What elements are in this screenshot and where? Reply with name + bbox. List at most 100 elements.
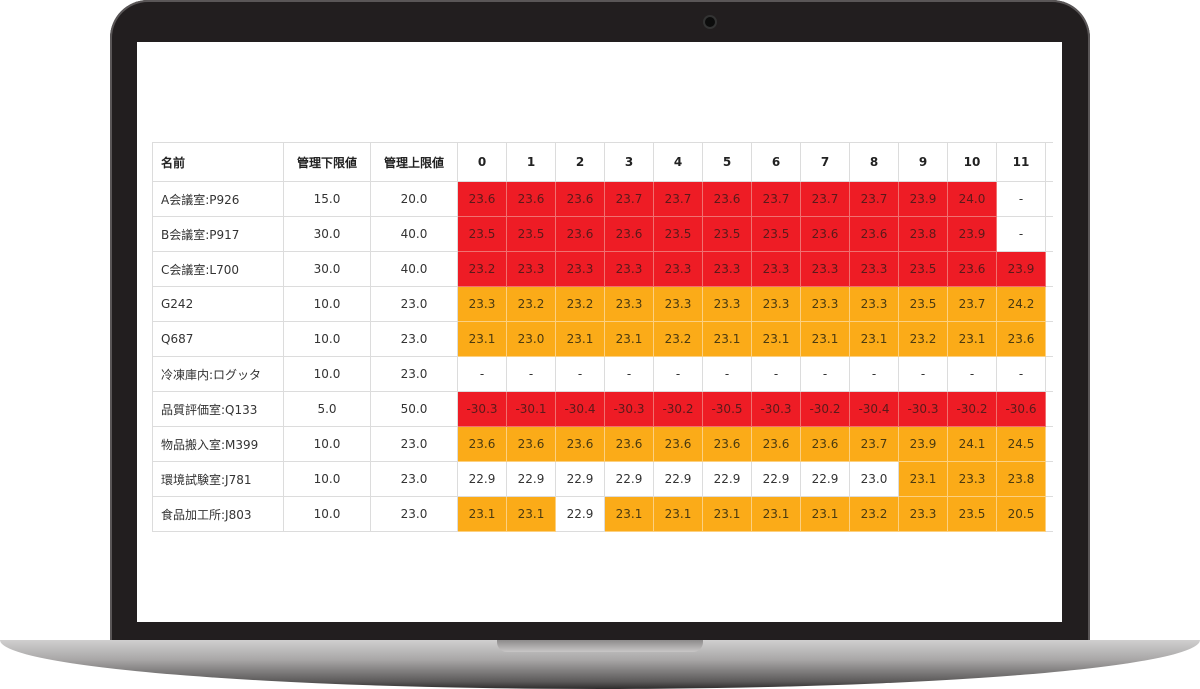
hour-cell: - <box>849 356 899 392</box>
hour-cell: - <box>996 216 1046 252</box>
hour-cell: -30.6 <box>996 391 1046 427</box>
hour-cell: 23.3 <box>751 286 801 322</box>
row-lower-limit: 10.0 <box>283 496 371 532</box>
hour-cell: 23.3 <box>702 251 752 287</box>
row-name: 品質評価室:Q133 <box>152 391 284 427</box>
hour-cell: 23.6 <box>604 216 654 252</box>
row-upper-limit: 23.0 <box>370 426 458 462</box>
hour-cell: 23.6 <box>800 426 850 462</box>
hour-cell: -30.3 <box>604 391 654 427</box>
hour-cell: 23.6 <box>604 426 654 462</box>
hour-cell: - <box>800 356 850 392</box>
hour-cell: - <box>506 356 556 392</box>
table-row: 環境試験室:J781 10.0 23.0 22.9 22.9 22.9 22.9 22.9 22… <box>152 461 1053 497</box>
table-row: C会議室:L700 30.0 40.0 23.2 23.3 23.3 23.3 23.3 23.… <box>152 251 1053 287</box>
hour-cell: - <box>898 356 948 392</box>
overflow-cell <box>1045 496 1053 532</box>
hour-cell: 23.8 <box>996 461 1046 497</box>
hour-cell: 23.1 <box>457 496 507 532</box>
hour-cell: 23.9 <box>996 251 1046 287</box>
hour-cell: 23.8 <box>898 216 948 252</box>
row-upper-limit: 40.0 <box>370 216 458 252</box>
header-hour-8: 8 <box>849 142 899 182</box>
hour-cell: 23.3 <box>800 286 850 322</box>
header-hour-7: 7 <box>800 142 850 182</box>
table-header-row: 名前 管理下限値 管理上限値 0 1 2 3 4 5 6 7 8 9 10 11 <box>152 142 1053 182</box>
hour-cell: - <box>555 356 605 392</box>
row-lower-limit: 10.0 <box>283 461 371 497</box>
hour-cell: 23.5 <box>457 216 507 252</box>
hour-cell: 23.5 <box>947 496 997 532</box>
row-lower-limit: 5.0 <box>283 391 371 427</box>
table-row: 品質評価室:Q133 5.0 50.0 -30.3 -30.1 -30.4 -30.3 -30… <box>152 391 1053 427</box>
hour-cell: 23.3 <box>604 286 654 322</box>
table-row: 食品加工所:J803 10.0 23.0 23.1 23.1 22.9 23.1 23.1 23… <box>152 496 1053 532</box>
row-name: C会議室:L700 <box>152 251 284 287</box>
row-lower-limit: 30.0 <box>283 251 371 287</box>
hour-cell: 23.2 <box>506 286 556 322</box>
hour-cell: 23.6 <box>506 181 556 217</box>
hour-cell: 23.5 <box>898 251 948 287</box>
hour-cell: 23.5 <box>653 216 703 252</box>
hour-cell: 23.6 <box>555 426 605 462</box>
hour-cell: - <box>996 356 1046 392</box>
hour-cell: 23.1 <box>800 496 850 532</box>
hour-cell: 23.1 <box>702 321 752 357</box>
hour-cell: -30.3 <box>457 391 507 427</box>
hour-cell: 23.2 <box>457 251 507 287</box>
hour-cell: 23.0 <box>506 321 556 357</box>
header-overflow <box>1045 142 1053 182</box>
row-name: 環境試験室:J781 <box>152 461 284 497</box>
row-name: 冷凍庫内:ログッタ <box>152 356 284 392</box>
header-hour-2: 2 <box>555 142 605 182</box>
header-upper-limit: 管理上限値 <box>370 142 458 182</box>
hour-cell: 23.1 <box>947 321 997 357</box>
header-hour-6: 6 <box>751 142 801 182</box>
row-upper-limit: 20.0 <box>370 181 458 217</box>
temperature-table: 名前 管理下限値 管理上限値 0 1 2 3 4 5 6 7 8 9 10 11 A会議室:P926 1… <box>152 142 1053 532</box>
hour-cell: 23.6 <box>653 426 703 462</box>
row-name: A会議室:P926 <box>152 181 284 217</box>
hour-cell: 23.3 <box>702 286 752 322</box>
hour-cell: 23.1 <box>898 461 948 497</box>
hour-cell: 23.9 <box>947 216 997 252</box>
row-upper-limit: 23.0 <box>370 461 458 497</box>
hour-cell: 23.7 <box>653 181 703 217</box>
hour-cell: 23.3 <box>653 286 703 322</box>
screen: 名前 管理下限値 管理上限値 0 1 2 3 4 5 6 7 8 9 10 11 A会議室:P926 1… <box>137 42 1062 622</box>
row-upper-limit: 23.0 <box>370 321 458 357</box>
row-name: 食品加工所:J803 <box>152 496 284 532</box>
hour-cell: -30.3 <box>898 391 948 427</box>
row-name: B会議室:P917 <box>152 216 284 252</box>
hour-cell: 23.7 <box>849 426 899 462</box>
hour-cell: 22.9 <box>702 461 752 497</box>
hour-cell: 23.6 <box>702 181 752 217</box>
hour-cell: 23.6 <box>947 251 997 287</box>
header-hour-11: 11 <box>996 142 1046 182</box>
hour-cell: 23.6 <box>996 321 1046 357</box>
hour-cell: 22.9 <box>506 461 556 497</box>
hour-cell: 24.2 <box>996 286 1046 322</box>
overflow-cell <box>1045 286 1053 322</box>
hour-cell: 23.6 <box>849 216 899 252</box>
hour-cell: - <box>604 356 654 392</box>
hour-cell: 23.7 <box>604 181 654 217</box>
overflow-cell <box>1045 391 1053 427</box>
hour-cell: 23.3 <box>751 251 801 287</box>
hour-cell: 22.9 <box>555 461 605 497</box>
hour-cell: 22.9 <box>604 461 654 497</box>
hour-cell: 23.2 <box>898 321 948 357</box>
hour-cell: 23.6 <box>555 181 605 217</box>
camera-icon <box>705 17 715 27</box>
row-lower-limit: 10.0 <box>283 356 371 392</box>
row-lower-limit: 15.0 <box>283 181 371 217</box>
hour-cell: - <box>947 356 997 392</box>
row-upper-limit: 50.0 <box>370 391 458 427</box>
hour-cell: - <box>996 181 1046 217</box>
overflow-cell <box>1045 426 1053 462</box>
hour-cell: 23.1 <box>751 321 801 357</box>
overflow-cell <box>1045 321 1053 357</box>
hour-cell: -30.3 <box>751 391 801 427</box>
hour-cell: 23.5 <box>898 286 948 322</box>
hour-cell: 23.3 <box>849 251 899 287</box>
